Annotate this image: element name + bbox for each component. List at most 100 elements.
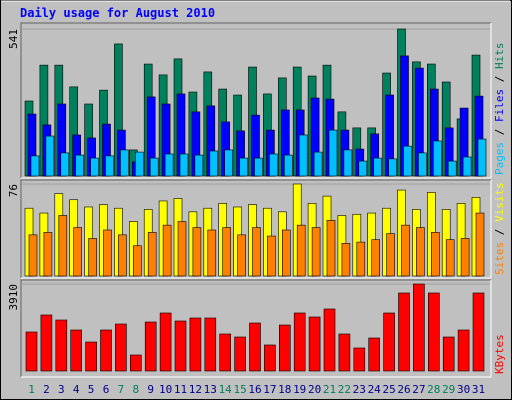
x-tick-label: 31 (472, 383, 485, 396)
bar (103, 229, 112, 277)
bar (373, 157, 383, 177)
bar (416, 227, 425, 277)
x-tick-label: 24 (368, 383, 382, 396)
bar (283, 154, 293, 177)
bar (341, 243, 351, 277)
bar (189, 317, 202, 372)
x-tick-label: 20 (308, 383, 321, 396)
bar (278, 324, 291, 372)
x-tick-label: 18 (278, 383, 291, 396)
bar (477, 138, 487, 177)
legend-separator: / (493, 69, 506, 89)
x-tick-label: 6 (103, 383, 110, 396)
x-tick-label: 17 (263, 383, 276, 396)
bar (45, 135, 55, 177)
x-tick-label: 13 (204, 383, 217, 396)
bar (234, 336, 246, 372)
legend-entry: Sites (493, 242, 506, 275)
bar (418, 152, 427, 177)
x-tick-label: 30 (457, 383, 470, 396)
bar (383, 312, 395, 372)
bar (85, 341, 97, 372)
bar (401, 224, 410, 277)
bar (356, 241, 366, 277)
bar (40, 314, 53, 372)
x-tick-label: 26 (397, 383, 410, 396)
legend-entry: Files (493, 89, 506, 122)
panel-bevel (21, 280, 492, 378)
bar (207, 229, 217, 277)
bar (149, 157, 159, 177)
bar (75, 154, 84, 177)
bar (43, 232, 53, 277)
x-tick-label: 28 (427, 383, 440, 396)
bar (398, 292, 410, 372)
x-tick-label: 14 (219, 383, 233, 396)
bar (343, 149, 353, 177)
bar (430, 232, 440, 277)
bar (338, 333, 351, 372)
legend-entry: Hits (493, 43, 506, 70)
y-tick-label: 541 (7, 29, 20, 49)
chart-title: Daily usage for August 2010 (20, 6, 215, 20)
x-tick-label: 5 (88, 383, 95, 396)
x-tick-label: 23 (353, 383, 366, 396)
bar (30, 155, 40, 177)
bar (445, 239, 455, 277)
bar (224, 149, 233, 177)
x-tick-label: 16 (248, 383, 261, 396)
legend: Sites / Visits (493, 182, 506, 275)
bar (254, 157, 263, 177)
bar (25, 331, 38, 372)
bar (219, 333, 231, 372)
x-tick-label: 22 (338, 383, 351, 396)
x-tick-label: 9 (147, 383, 154, 396)
x-tick-label: 2 (43, 383, 50, 396)
bar (447, 160, 457, 177)
bar (281, 229, 291, 277)
bar (368, 337, 381, 372)
bar (60, 152, 70, 177)
x-tick-label: 4 (73, 383, 80, 396)
bar (194, 154, 204, 177)
bar (55, 319, 68, 372)
bar (192, 227, 202, 277)
panel-bevel (21, 180, 492, 279)
bar (252, 227, 261, 277)
bar (264, 344, 276, 372)
x-tick-label: 27 (412, 383, 425, 396)
legend-entry: KBytes (493, 334, 506, 374)
x-tick-label: 21 (323, 383, 336, 396)
x-tick-label: 19 (293, 383, 306, 396)
bar (371, 239, 381, 277)
bar (403, 145, 412, 177)
bar (222, 227, 231, 277)
bar (239, 157, 248, 177)
bar (204, 317, 217, 372)
bar (70, 329, 82, 372)
bar (105, 155, 114, 177)
y-tick-label: 3910 (7, 284, 20, 311)
bar (159, 312, 172, 372)
bar (427, 292, 440, 372)
bar (298, 134, 308, 177)
bar (475, 212, 485, 277)
bar (353, 347, 366, 372)
x-tick-label: 15 (233, 383, 246, 396)
x-tick-label: 1 (28, 383, 35, 396)
bar (472, 292, 485, 372)
bar (269, 153, 278, 177)
bar (460, 238, 470, 277)
bar (296, 224, 306, 277)
bar (323, 308, 336, 372)
bar (328, 129, 338, 177)
bar (174, 320, 187, 372)
legend: Pages / Files / Hits (493, 43, 506, 176)
bar (179, 153, 189, 177)
x-tick-label: 12 (189, 383, 202, 396)
bar (120, 149, 129, 177)
x-tick-label: 3 (58, 383, 65, 396)
bar (386, 233, 395, 277)
bar (249, 322, 261, 372)
